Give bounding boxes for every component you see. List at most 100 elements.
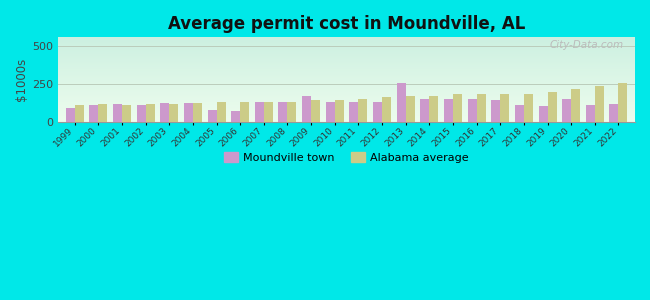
Bar	[58, 103, 635, 104]
Bar	[58, 42, 635, 43]
Bar	[539, 106, 547, 122]
Bar	[58, 102, 635, 103]
Bar	[358, 99, 367, 122]
Bar	[58, 78, 635, 79]
Bar	[58, 57, 635, 58]
Bar	[610, 104, 618, 122]
Bar	[58, 59, 635, 60]
Bar	[136, 105, 146, 122]
Bar	[335, 100, 344, 122]
Bar	[122, 105, 131, 122]
Bar	[58, 84, 635, 85]
Bar	[58, 106, 635, 107]
Bar	[58, 104, 635, 105]
Bar	[58, 101, 635, 102]
Bar	[58, 51, 635, 52]
Bar	[58, 69, 635, 70]
Bar	[184, 103, 193, 122]
Bar	[216, 102, 226, 122]
Bar	[58, 95, 635, 96]
Bar	[58, 110, 635, 111]
Bar	[396, 83, 406, 122]
Bar	[58, 63, 635, 64]
Bar	[58, 77, 635, 78]
Bar	[58, 56, 635, 57]
Bar	[429, 95, 438, 122]
Bar	[193, 103, 202, 122]
Bar	[326, 102, 335, 122]
Bar	[562, 98, 571, 122]
Bar	[476, 94, 486, 122]
Bar	[58, 119, 635, 120]
Bar	[58, 111, 635, 112]
Bar	[58, 107, 635, 108]
Bar	[58, 88, 635, 89]
Bar	[58, 64, 635, 65]
Bar	[58, 72, 635, 73]
Bar	[255, 102, 264, 122]
Bar	[58, 115, 635, 116]
Bar	[382, 97, 391, 122]
Bar	[58, 44, 635, 45]
Bar	[58, 112, 635, 113]
Bar	[58, 80, 635, 81]
Bar	[89, 105, 98, 122]
Bar	[146, 104, 155, 122]
Bar	[58, 50, 635, 51]
Legend: Moundville town, Alabama average: Moundville town, Alabama average	[220, 148, 473, 167]
Bar	[373, 102, 382, 122]
Bar	[58, 93, 635, 94]
Bar	[453, 94, 462, 122]
Bar	[58, 48, 635, 49]
Bar	[58, 45, 635, 46]
Bar	[421, 98, 429, 122]
Bar	[58, 61, 635, 62]
Bar	[58, 54, 635, 55]
Bar	[98, 104, 107, 122]
Bar	[58, 108, 635, 109]
Bar	[58, 99, 635, 100]
Bar	[58, 121, 635, 122]
Bar	[58, 53, 635, 54]
Bar	[58, 82, 635, 83]
Bar	[58, 58, 635, 59]
Bar	[58, 43, 635, 44]
Bar	[571, 89, 580, 122]
Text: City-Data.com: City-Data.com	[549, 40, 623, 50]
Bar	[586, 105, 595, 122]
Bar	[58, 94, 635, 95]
Bar	[58, 65, 635, 66]
Bar	[491, 100, 500, 122]
Bar	[58, 98, 635, 99]
Bar	[287, 102, 296, 122]
Bar	[524, 94, 533, 122]
Bar	[58, 46, 635, 47]
Bar	[58, 96, 635, 97]
Bar	[58, 117, 635, 118]
Bar	[58, 52, 635, 53]
Bar	[207, 110, 216, 122]
Bar	[161, 103, 169, 122]
Bar	[58, 120, 635, 121]
Bar	[231, 111, 240, 122]
Bar	[58, 66, 635, 67]
Bar	[311, 100, 320, 122]
Bar	[58, 49, 635, 50]
Bar	[406, 96, 415, 122]
Bar	[66, 108, 75, 122]
Bar	[515, 105, 524, 122]
Bar	[169, 104, 178, 122]
Bar	[58, 91, 635, 92]
Bar	[58, 67, 635, 68]
Bar	[58, 86, 635, 87]
Bar	[618, 83, 627, 122]
Bar	[444, 98, 453, 122]
Bar	[58, 76, 635, 77]
Bar	[58, 81, 635, 82]
Title: Average permit cost in Moundville, AL: Average permit cost in Moundville, AL	[168, 15, 525, 33]
Bar	[58, 71, 635, 72]
Bar	[113, 104, 122, 122]
Bar	[58, 62, 635, 63]
Bar	[58, 60, 635, 61]
Bar	[58, 40, 635, 41]
